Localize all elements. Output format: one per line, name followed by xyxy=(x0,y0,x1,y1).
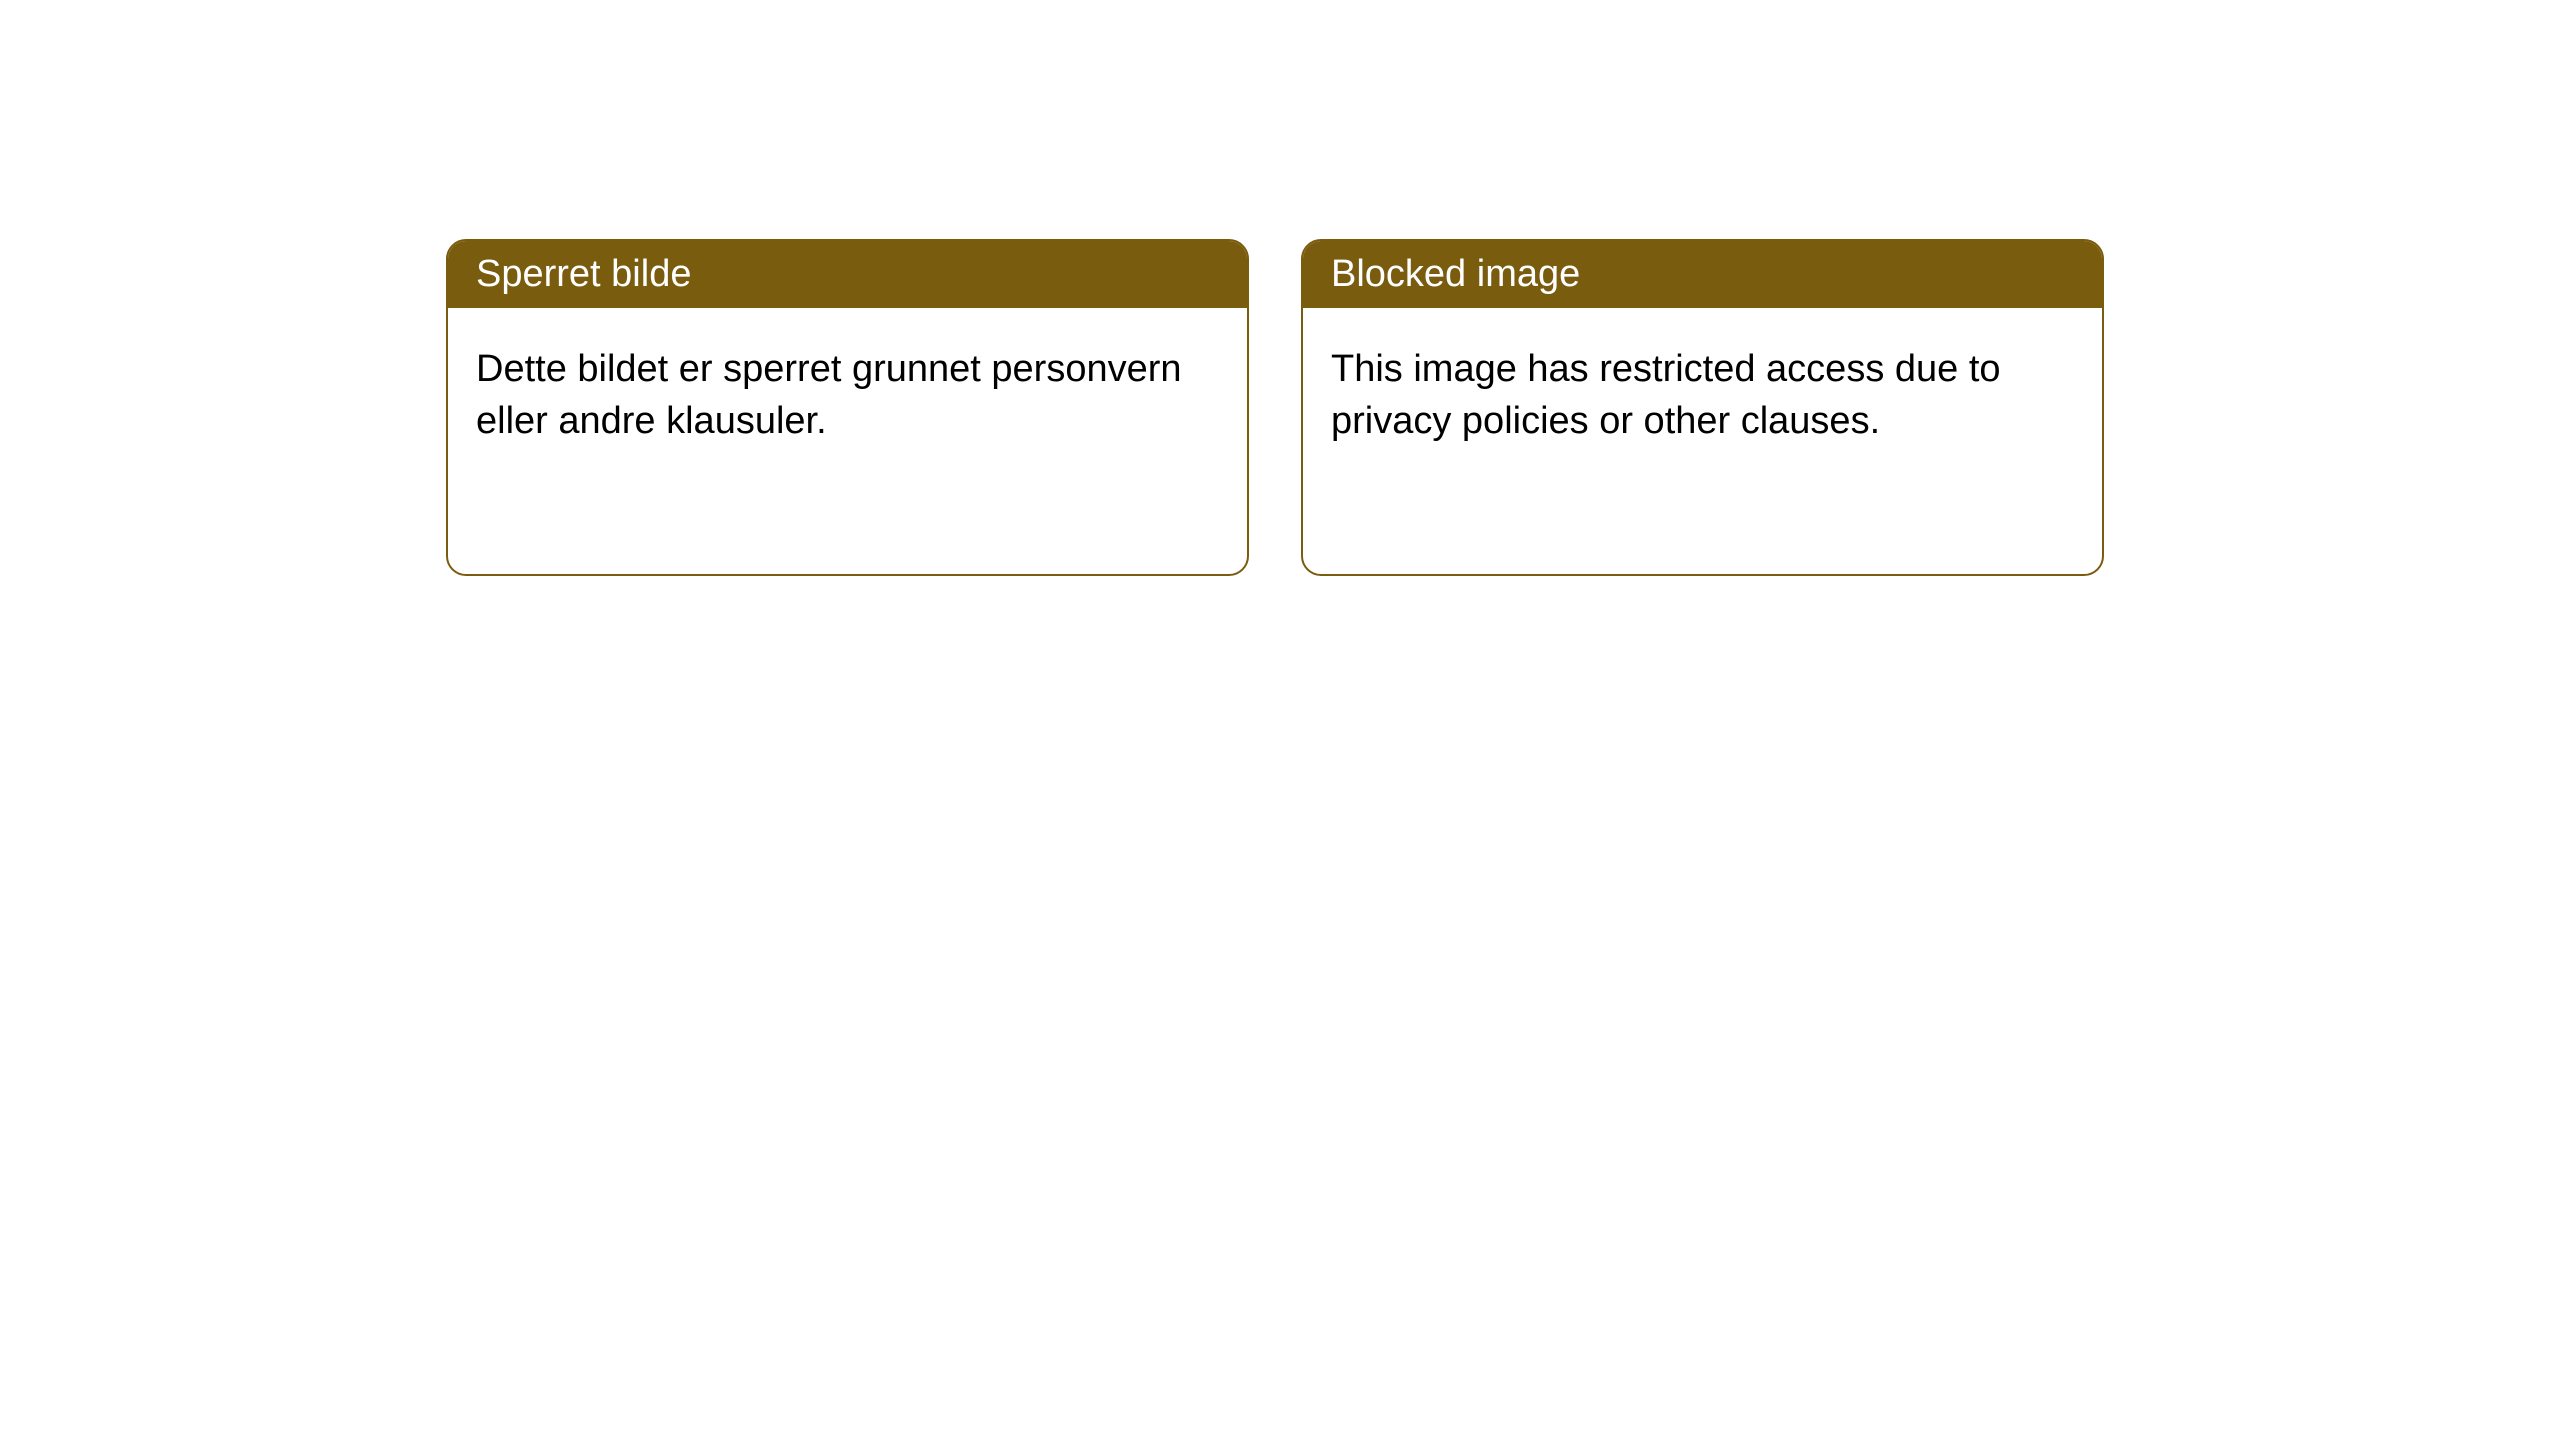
blocked-image-card-english: Blocked image This image has restricted … xyxy=(1301,239,2104,576)
card-text-norwegian: Dette bildet er sperret grunnet personve… xyxy=(476,348,1182,442)
card-header-norwegian: Sperret bilde xyxy=(448,241,1247,308)
card-title-norwegian: Sperret bilde xyxy=(476,253,691,295)
card-body-english: This image has restricted access due to … xyxy=(1303,308,2102,475)
notice-container: Sperret bilde Dette bildet er sperret gr… xyxy=(0,0,2560,576)
card-title-english: Blocked image xyxy=(1331,253,1580,295)
card-text-english: This image has restricted access due to … xyxy=(1331,348,2001,442)
blocked-image-card-norwegian: Sperret bilde Dette bildet er sperret gr… xyxy=(446,239,1249,576)
card-body-norwegian: Dette bildet er sperret grunnet personve… xyxy=(448,308,1247,475)
card-header-english: Blocked image xyxy=(1303,241,2102,308)
